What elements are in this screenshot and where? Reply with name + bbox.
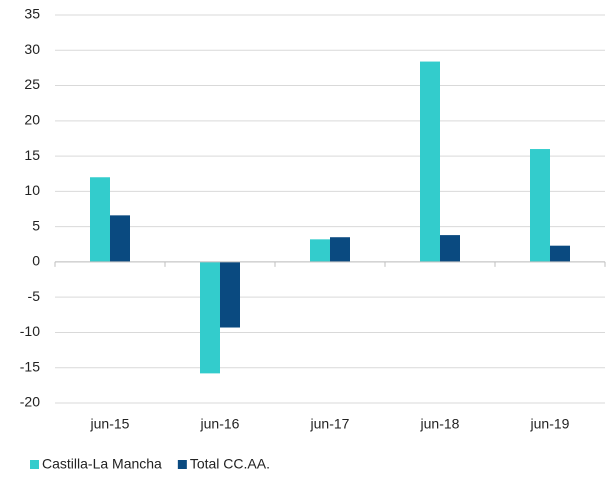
bar	[90, 177, 110, 262]
legend-label: Total CC.AA.	[190, 456, 270, 472]
legend-swatch	[30, 460, 39, 469]
x-tick-label: jun-19	[530, 416, 570, 432]
bar	[330, 237, 350, 262]
legend-swatch	[177, 460, 187, 469]
y-tick-label: -20	[20, 394, 40, 410]
y-tick-label: 35	[24, 6, 40, 22]
y-tick-label: -10	[20, 323, 40, 339]
x-tick-label: jun-17	[310, 416, 350, 432]
y-tick-label: 20	[24, 112, 40, 128]
bar	[220, 261, 240, 328]
bar	[550, 245, 570, 262]
y-tick-label: 25	[24, 76, 40, 92]
bar	[440, 235, 460, 262]
y-tick-label: 30	[24, 41, 40, 57]
legend-label: Castilla-La Mancha	[42, 456, 162, 472]
x-tick-label: jun-16	[200, 416, 240, 432]
y-tick-label: 0	[32, 253, 40, 269]
bar	[110, 215, 130, 262]
x-tick-label: jun-18	[420, 416, 460, 432]
y-tick-label: 5	[32, 217, 40, 233]
y-tick-label: -15	[20, 358, 40, 374]
y-tick-label: 10	[24, 182, 40, 198]
bar	[310, 239, 330, 262]
bar	[200, 261, 220, 374]
y-tick-label: 15	[24, 147, 40, 163]
y-tick-label: -5	[28, 288, 41, 304]
bar	[530, 149, 550, 262]
x-tick-label: jun-15	[90, 416, 130, 432]
bar	[420, 61, 440, 262]
